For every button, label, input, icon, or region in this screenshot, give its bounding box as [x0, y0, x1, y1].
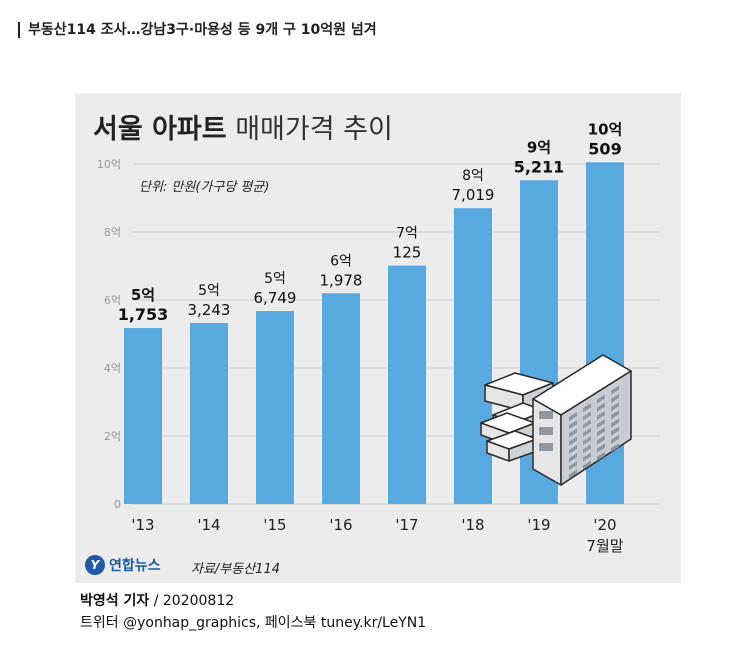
window: [539, 411, 553, 419]
bar: [388, 265, 426, 504]
data-label-man: 3,243: [188, 301, 231, 319]
data-label-eok: 5억: [198, 283, 220, 299]
data-label-eok: 9억: [527, 138, 551, 156]
x-tick-label: '13: [131, 516, 154, 534]
window: [583, 403, 591, 413]
window: [569, 412, 577, 422]
window: [597, 394, 605, 404]
window: [569, 428, 577, 438]
data-label-man: 7,019: [452, 186, 495, 204]
x-tick-label: '19: [527, 516, 550, 534]
headline: 부동산114 조사…강남3구·마용성 등 9개 구 10억원 넘겨: [18, 22, 377, 38]
y-tick-label: 4억: [104, 362, 121, 375]
y-tick-label: 0: [114, 498, 121, 511]
window: [611, 426, 619, 436]
window: [583, 419, 591, 429]
window: [611, 434, 619, 444]
data-label-eok: 8억: [462, 168, 484, 184]
window: [597, 427, 605, 437]
unit-note: 단위: 만원(가구당 평균): [139, 180, 270, 195]
window: [569, 469, 577, 479]
window: [611, 443, 619, 453]
window: [597, 419, 605, 429]
window: [569, 461, 577, 471]
source-note: 자료/부동산114: [191, 562, 280, 577]
data-label-man: 509: [588, 139, 621, 158]
window: [583, 452, 591, 462]
window: [569, 453, 577, 463]
y-tick-label: 10억: [97, 158, 121, 171]
window: [539, 427, 553, 435]
window: [583, 436, 591, 446]
y-tick-label: 6억: [104, 294, 121, 307]
x-tick-label: '18: [461, 516, 484, 534]
data-label-man: 5,211: [514, 157, 565, 176]
window: [611, 393, 619, 403]
yonhap-logo-text: 연합뉴스: [109, 558, 161, 574]
window: [583, 460, 591, 470]
author: 박영석 기자: [80, 593, 150, 609]
x-tick-label: '14: [197, 516, 220, 534]
data-label-eok: 7억: [396, 226, 418, 242]
window: [597, 435, 605, 445]
data-label-man: 1,753: [118, 305, 169, 324]
window: [611, 402, 619, 412]
bar: [454, 208, 492, 504]
window: [539, 443, 553, 451]
credit-author-line: 박영석 기자 / 20200812: [80, 590, 234, 610]
data-label-eok: 10억: [588, 120, 623, 138]
chart-panel: 서울 아파트 매매가격 추이 단위: 만원(가구당 평균) 0 2억 4억 6억 8억 1…: [75, 93, 681, 583]
window: [611, 410, 619, 420]
window: [597, 402, 605, 412]
bar: [190, 322, 228, 504]
bar: [124, 328, 162, 504]
window: [569, 436, 577, 446]
window: [597, 451, 605, 461]
apartment-illustration: [480, 354, 632, 486]
x-tick-label: '16: [329, 516, 352, 534]
chart-title-bold: 서울 아파트: [93, 114, 227, 145]
data-label-eok: 6억: [330, 253, 352, 269]
chart-title: 서울 아파트 매매가격 추이: [93, 107, 393, 146]
yonhap-logo-icon: Y: [85, 555, 105, 575]
window: [611, 385, 619, 395]
x-tick-label: 7월말: [586, 537, 623, 555]
credit-social: 트위터 @yonhap_graphics, 페이스북 tuney.kr/LeYN…: [80, 615, 427, 631]
bar: [322, 293, 360, 504]
window: [583, 427, 591, 437]
data-label-man: 125: [393, 244, 422, 262]
x-tick-label: '15: [263, 516, 286, 534]
window: [569, 444, 577, 454]
data-label-man: 1,978: [320, 271, 363, 289]
x-tick-label: '20: [593, 516, 616, 534]
y-tick-label: 2억: [104, 430, 121, 443]
data-label-eok: 5억: [131, 286, 155, 304]
bar-chart: 02억4억6억8억10억5억1,753'135억3,243'145억6,749'…: [97, 120, 660, 555]
window: [597, 443, 605, 453]
yonhap-logo: Y 연합뉴스: [85, 555, 161, 575]
bar: [256, 311, 294, 504]
window: [569, 420, 577, 430]
x-tick-label: '17: [395, 516, 418, 534]
y-tick-label: 8억: [104, 226, 121, 239]
chart-title-light: 매매가격 추이: [226, 114, 393, 145]
window: [611, 418, 619, 428]
window: [583, 411, 591, 421]
data-label-man: 6,749: [254, 289, 297, 307]
date: / 20200812: [149, 593, 235, 609]
window: [597, 410, 605, 420]
data-label-eok: 5억: [264, 271, 286, 287]
window: [583, 444, 591, 454]
